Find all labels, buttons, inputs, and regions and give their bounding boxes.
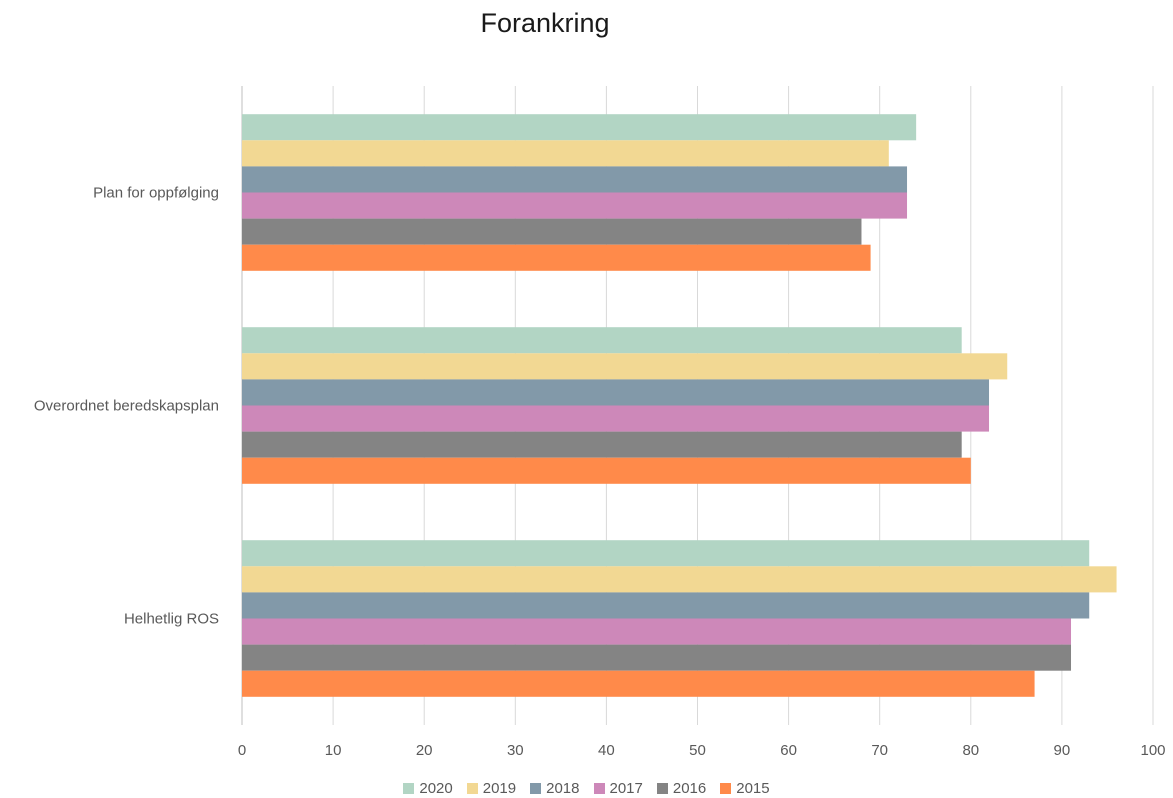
bar-2016 bbox=[242, 218, 862, 245]
legend-label: 2019 bbox=[482, 779, 517, 797]
x-tick-label: 30 bbox=[507, 742, 524, 759]
legend-swatch bbox=[720, 782, 732, 794]
legend-item: 2020 bbox=[403, 779, 453, 797]
chart-title: Forankring bbox=[480, 8, 610, 38]
bar-2020 bbox=[242, 114, 917, 141]
x-tick-label: 60 bbox=[780, 742, 797, 759]
legend-swatch bbox=[593, 782, 605, 794]
legend-swatch bbox=[656, 782, 668, 794]
bar-2015 bbox=[242, 244, 871, 271]
bar-2017 bbox=[242, 405, 990, 432]
category-label: Plan for oppfølging bbox=[93, 185, 219, 202]
bar-2016 bbox=[242, 644, 1072, 671]
legend-label: 2018 bbox=[546, 779, 580, 797]
bar-2018 bbox=[242, 592, 1090, 619]
legend-item: 2018 bbox=[530, 779, 580, 797]
x-tick-label: 20 bbox=[416, 742, 433, 759]
bar-2015 bbox=[242, 457, 971, 484]
category-label: Overordnet beredskapsplan bbox=[34, 398, 219, 415]
bar-2019 bbox=[242, 353, 1008, 380]
legend-label: 2016 bbox=[672, 779, 707, 797]
bar-2020 bbox=[242, 327, 962, 354]
x-tick-label: 10 bbox=[325, 742, 342, 759]
legend-swatch bbox=[403, 782, 415, 794]
legend-swatch bbox=[530, 782, 542, 794]
bar-2020 bbox=[242, 540, 1090, 567]
bar-2018 bbox=[242, 379, 990, 406]
bar-2017 bbox=[242, 618, 1072, 645]
x-tick-label: 80 bbox=[962, 742, 979, 759]
category-labels: Plan for oppfølging Overordnet beredskaps… bbox=[34, 185, 219, 628]
legend-item: 2015 bbox=[720, 779, 770, 797]
bar-chart: Plan for oppfølging Overordnet beredskaps… bbox=[34, 86, 1166, 759]
x-tick-label: 90 bbox=[1054, 742, 1071, 759]
legend-item: 2016 bbox=[656, 779, 707, 797]
x-tick-label: 70 bbox=[871, 742, 888, 759]
bar-2015 bbox=[242, 670, 1035, 697]
legend-item: 2017 bbox=[593, 779, 643, 797]
x-tick-label: 0 bbox=[238, 742, 246, 759]
bar-2019 bbox=[242, 140, 889, 167]
bars bbox=[242, 114, 1117, 697]
x-tick-label: 100 bbox=[1140, 742, 1165, 759]
bar-2019 bbox=[242, 566, 1117, 593]
legend-label: 2017 bbox=[609, 779, 643, 797]
legend-label: 2020 bbox=[419, 779, 453, 797]
x-tick-label: 50 bbox=[689, 742, 706, 759]
legend-label: 2015 bbox=[736, 779, 770, 797]
bar-2018 bbox=[242, 166, 908, 193]
x-tick-label: 40 bbox=[598, 742, 615, 759]
legend-swatch bbox=[466, 782, 478, 794]
legend: 2020 2019 2018 2017 2016 2015 bbox=[0, 778, 1173, 798]
x-axis-tick-labels: 0 10 20 30 40 50 60 70 80 90 100 bbox=[238, 742, 1166, 759]
bar-2016 bbox=[242, 431, 962, 458]
bar-2017 bbox=[242, 192, 908, 219]
legend-item: 2019 bbox=[466, 779, 517, 797]
category-label: Helhetlig ROS bbox=[124, 611, 219, 628]
